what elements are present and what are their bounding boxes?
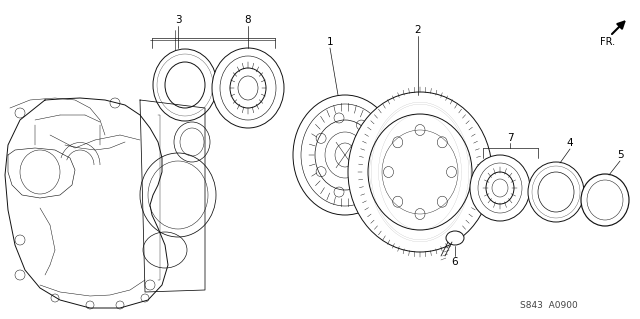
Text: 1: 1: [326, 37, 333, 47]
Ellipse shape: [528, 162, 584, 222]
Ellipse shape: [165, 62, 205, 108]
Ellipse shape: [587, 180, 623, 220]
Ellipse shape: [315, 120, 375, 190]
Ellipse shape: [492, 179, 508, 197]
Ellipse shape: [486, 172, 514, 204]
Text: FR.: FR.: [600, 37, 615, 47]
Text: 5: 5: [617, 150, 623, 160]
Text: 2: 2: [415, 25, 421, 35]
Ellipse shape: [153, 49, 217, 121]
Ellipse shape: [238, 76, 258, 100]
Text: 4: 4: [566, 138, 573, 148]
Text: 6: 6: [452, 257, 458, 267]
Ellipse shape: [348, 92, 492, 252]
Text: 8: 8: [244, 15, 252, 25]
Text: S843  A0900: S843 A0900: [520, 300, 578, 309]
Ellipse shape: [470, 155, 530, 221]
Ellipse shape: [293, 95, 397, 215]
Ellipse shape: [581, 174, 629, 226]
Ellipse shape: [446, 231, 464, 245]
Ellipse shape: [212, 48, 284, 128]
Text: 7: 7: [507, 133, 513, 143]
Ellipse shape: [368, 114, 472, 230]
Ellipse shape: [538, 172, 574, 212]
Ellipse shape: [230, 68, 266, 108]
Text: 3: 3: [175, 15, 181, 25]
